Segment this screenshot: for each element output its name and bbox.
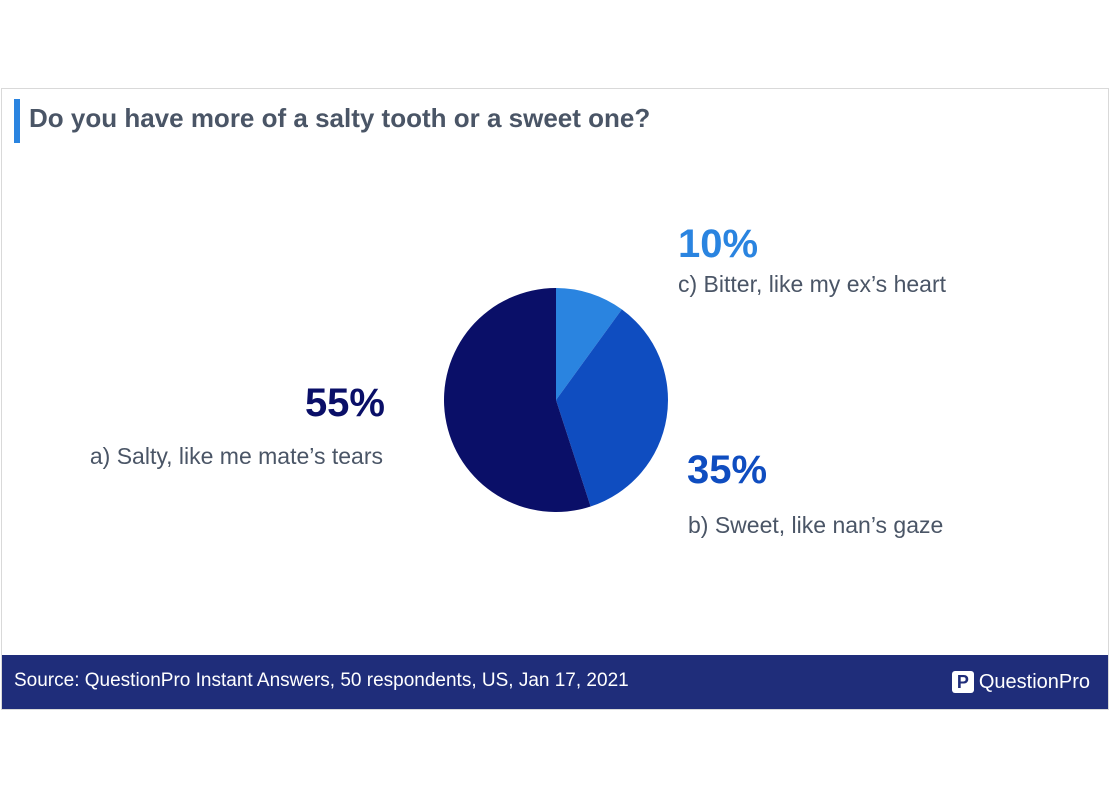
pie-chart: 10% c) Bitter, like my ex’s heart 35% b)… bbox=[90, 222, 947, 538]
pie-slices bbox=[444, 288, 669, 512]
questionpro-logo-icon bbox=[951, 671, 974, 693]
source-text: Source: QuestionPro Instant Answers, 50 … bbox=[14, 670, 629, 691]
pie-slice-b bbox=[556, 309, 669, 507]
pie-slice-a bbox=[444, 288, 591, 512]
slice-b-percent: 35% bbox=[687, 448, 767, 492]
slice-a-percent: 55% bbox=[305, 381, 385, 425]
brand-name: QuestionPro bbox=[978, 670, 1090, 693]
slice-b-label: b) Sweet, like nan’s gaze bbox=[688, 512, 943, 538]
chart-title: Do you have more of a salty tooth or a s… bbox=[29, 103, 651, 133]
chart-card: Do you have more of a salty tooth or a s… bbox=[1, 88, 1109, 710]
title-accent-bar bbox=[14, 99, 20, 143]
slice-c-percent: 10% bbox=[678, 222, 758, 266]
slice-a-label: a) Salty, like me mate’s tears bbox=[90, 443, 383, 469]
questionpro-logo: QuestionPro bbox=[951, 669, 1090, 695]
slice-c-label: c) Bitter, like my ex’s heart bbox=[678, 271, 947, 297]
footer-bar: Source: QuestionPro Instant Answers, 50 … bbox=[2, 655, 1108, 709]
pie-slice-c bbox=[556, 288, 622, 400]
